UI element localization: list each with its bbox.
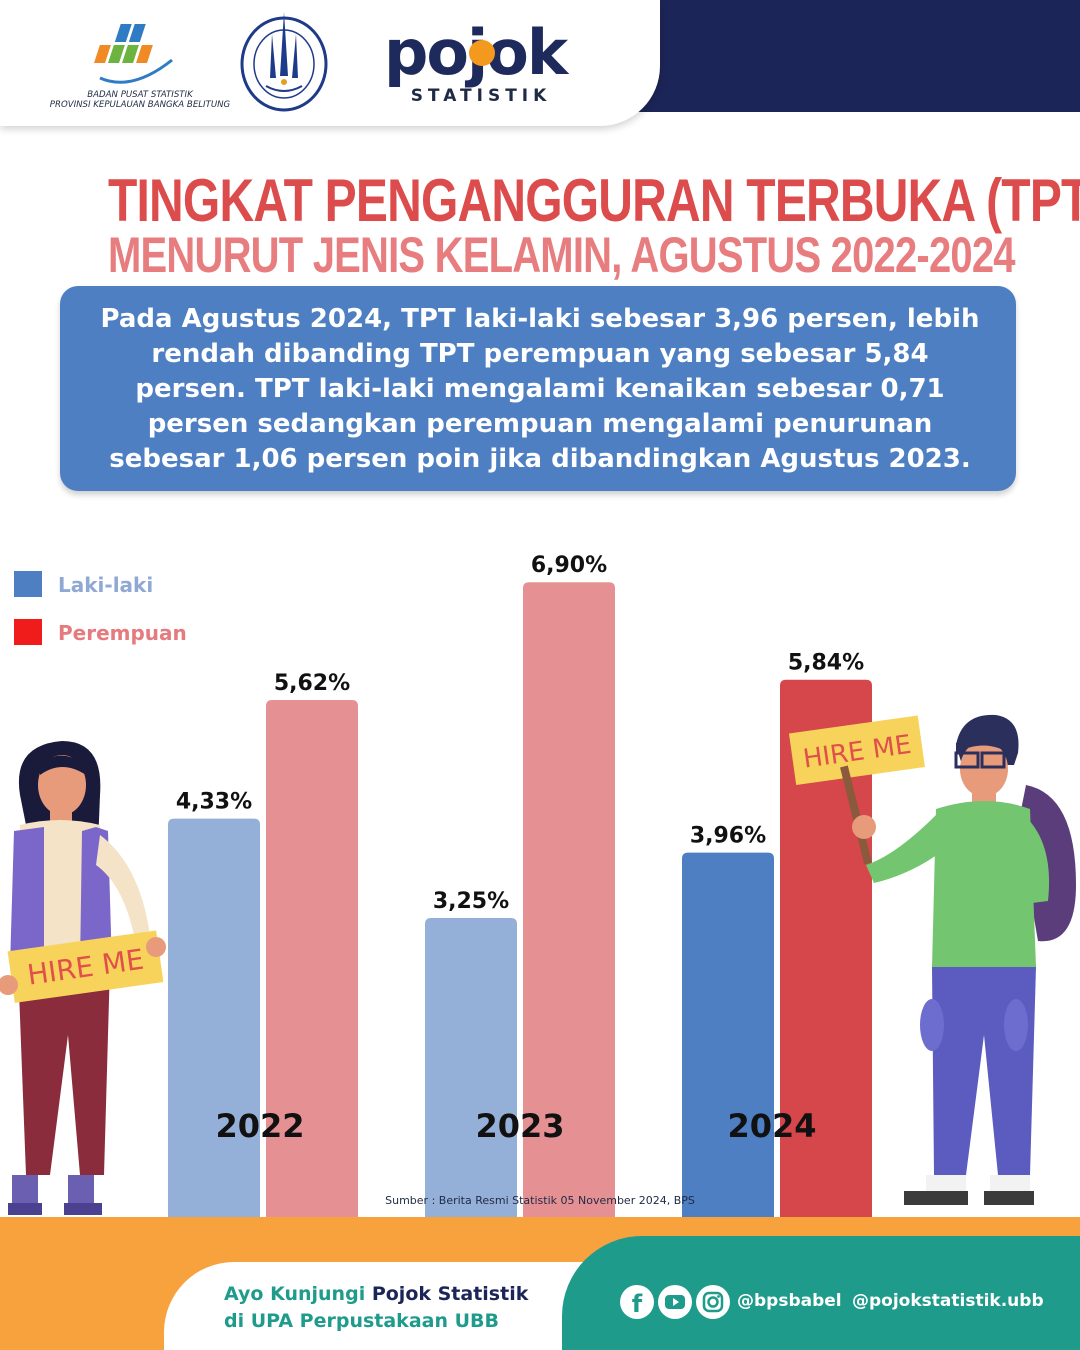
- header-navy-band: [600, 0, 1080, 112]
- bps-logo: [94, 24, 173, 84]
- handle-bpsbabel[interactable]: @bpsbabel: [737, 1291, 842, 1311]
- bps-caption: BADAN PUSAT STATISTIK PROVINSI KEPULAUAN…: [49, 90, 231, 110]
- page-title: TINGKAT PENGANGGURAN TERBUKA (TPT): [108, 167, 1080, 234]
- legend-label-female: Perempuan: [58, 621, 187, 645]
- data-label-female-2023: 6,90%: [531, 553, 607, 578]
- bar-male-2022: [168, 818, 260, 1217]
- legend-label-male: Laki-laki: [58, 573, 154, 597]
- handle-pojokstatistik[interactable]: @pojokstatistik.ubb: [852, 1291, 1044, 1311]
- pojok-logo: pojok: [384, 18, 572, 88]
- data-label-female-2022: 5,62%: [274, 671, 350, 696]
- legend-swatch-female: [14, 619, 42, 645]
- bar-male-2024: [682, 852, 774, 1217]
- summary-box: [60, 286, 1016, 491]
- data-label-male-2023: 3,25%: [433, 889, 509, 914]
- year-label-2022: 2022: [215, 1107, 304, 1145]
- bar-male-2023: [425, 918, 517, 1217]
- source-note: Sumber : Berita Resmi Statistik 05 Novem…: [385, 1194, 695, 1207]
- instagram-icon[interactable]: [696, 1285, 730, 1319]
- visit-line-2: di UPA Perpustakaan UBB: [224, 1310, 499, 1332]
- data-label-female-2024: 5,84%: [788, 651, 864, 676]
- man-hire-me-illustration: HIRE ME: [788, 714, 1076, 1205]
- woman-hire-me-illustration: HIRE ME: [0, 741, 166, 1215]
- data-label-male-2022: 4,33%: [176, 790, 252, 815]
- bar-female-2023: [523, 582, 615, 1217]
- year-label-2024: 2024: [727, 1107, 816, 1145]
- ubb-seal-logo: [240, 12, 328, 112]
- svg-text:f: f: [632, 1290, 643, 1318]
- legend-swatch-male: [14, 571, 42, 597]
- data-label-male-2024: 3,96%: [690, 824, 766, 849]
- summary-text: Pada Agustus 2024, TPT laki-laki sebesar…: [100, 304, 980, 474]
- visit-line-1: Ayo Kunjungi Pojok Statistik: [224, 1283, 529, 1305]
- page-subtitle: MENURUT JENIS KELAMIN, AGUSTUS 2022-2024: [108, 227, 1016, 283]
- year-label-2023: 2023: [475, 1107, 564, 1145]
- youtube-icon[interactable]: [658, 1285, 692, 1319]
- bar-female-2022: [266, 699, 358, 1217]
- tpt-bar-chart: 4,33% 5,62% 2022 3,25% 6,90% 2023 3,96% 5,84% 20…: [168, 553, 872, 1217]
- pojok-subtitle: STATISTIK: [410, 86, 552, 106]
- visit-highlight: Pojok Statistik: [371, 1283, 529, 1305]
- bar-female-2024: [780, 679, 872, 1217]
- facebook-icon[interactable]: f: [620, 1285, 654, 1319]
